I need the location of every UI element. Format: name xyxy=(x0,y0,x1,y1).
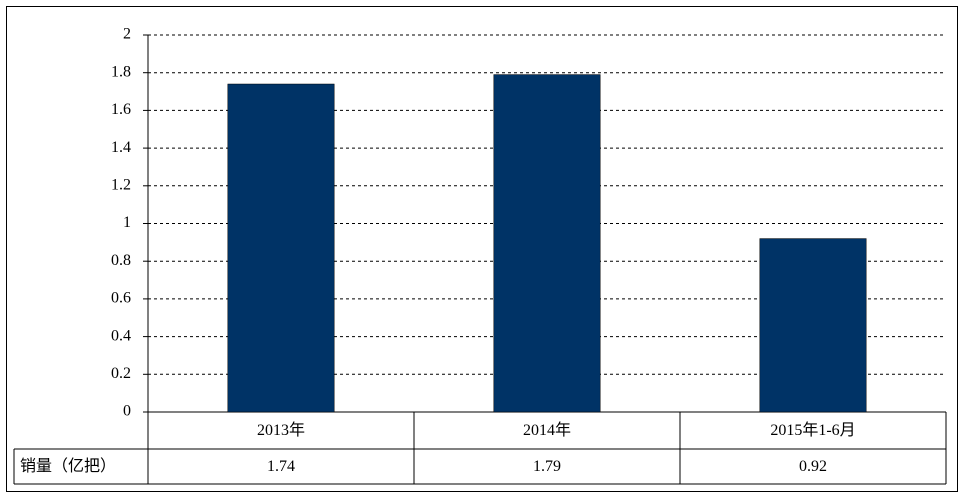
y-tick-label: 0 xyxy=(123,403,131,420)
y-tick-label: 0.6 xyxy=(111,290,131,307)
x-tick-label: 2013年 xyxy=(257,421,305,439)
bar xyxy=(759,238,867,413)
table-value: 1.79 xyxy=(533,458,561,475)
x-tick-label: 2014年 xyxy=(523,421,571,439)
x-tick-label: 2015年1-6月 xyxy=(770,421,855,439)
y-tick-label: 1 xyxy=(123,214,131,231)
y-tick-label: 1.6 xyxy=(111,101,131,118)
y-tick-label: 1.2 xyxy=(111,176,131,193)
y-tick-label: 2 xyxy=(123,26,131,43)
y-tick-label: 1.8 xyxy=(111,63,131,80)
y-tick-label: 0.4 xyxy=(111,327,131,344)
table-value: 0.92 xyxy=(799,458,827,475)
y-tick-label: 0.8 xyxy=(111,252,131,269)
table-value: 1.74 xyxy=(267,458,295,475)
bar xyxy=(493,74,601,413)
series-name: 销量（亿把） xyxy=(20,457,116,475)
y-tick-label: 1.4 xyxy=(111,139,131,156)
y-tick-label: 0.2 xyxy=(111,365,131,382)
bar xyxy=(227,83,335,413)
